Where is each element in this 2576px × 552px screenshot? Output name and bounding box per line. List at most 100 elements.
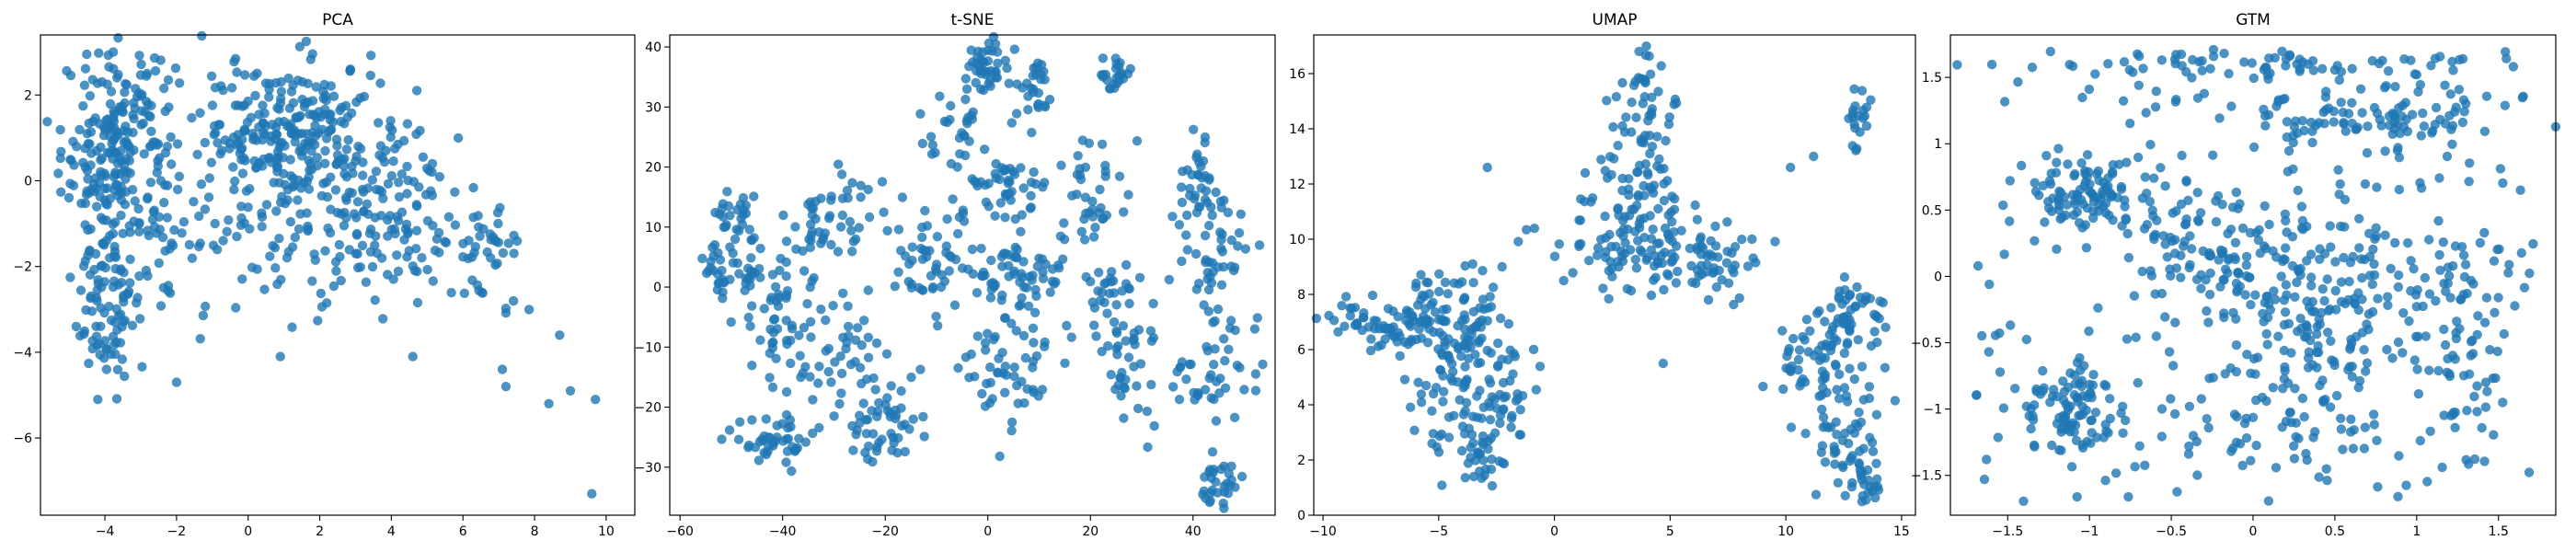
scatter-point xyxy=(125,254,135,264)
scatter-point xyxy=(2368,244,2378,255)
scatter-point xyxy=(2029,440,2040,451)
scatter-point xyxy=(896,385,906,397)
scatter-point xyxy=(1016,226,1026,236)
scatter-point xyxy=(113,310,124,321)
scatter-point xyxy=(2340,126,2351,136)
scatter-point xyxy=(1395,351,1405,362)
scatter-point xyxy=(1862,465,1873,476)
scatter-point xyxy=(160,148,171,158)
scatter-point xyxy=(1219,503,1229,513)
scatter-point xyxy=(2030,400,2040,410)
y-tick-label: 1.5 xyxy=(1922,71,1942,86)
scatter-point xyxy=(1084,138,1095,148)
scatter-point xyxy=(93,395,103,405)
scatter-point xyxy=(2150,229,2161,240)
scatter-point xyxy=(108,282,119,293)
scatter-point xyxy=(1747,234,1757,245)
scatter-point xyxy=(55,187,66,197)
scatter-point xyxy=(2131,332,2141,342)
scatter-point xyxy=(1692,242,1702,252)
scatter-point xyxy=(2140,460,2150,470)
scatter-point xyxy=(2122,157,2132,167)
scatter-point xyxy=(187,253,198,263)
scatter-point xyxy=(2516,247,2526,259)
scatter-point xyxy=(1857,362,1868,372)
scatter-point xyxy=(1730,260,1741,270)
scatter-point xyxy=(2282,117,2293,127)
scatter-point xyxy=(713,269,723,280)
scatter-point xyxy=(1225,316,1236,326)
scatter-point xyxy=(63,192,75,203)
scatter-point xyxy=(1060,358,1070,368)
scatter-point xyxy=(2196,270,2206,280)
scatter-point xyxy=(2116,181,2126,192)
scatter-point xyxy=(1226,461,1236,471)
scatter-point xyxy=(2084,84,2095,95)
scatter-point xyxy=(952,162,962,172)
scatter-point xyxy=(450,187,460,197)
scatter-point xyxy=(2299,125,2309,136)
scatter-point xyxy=(1531,385,1542,395)
scatter-point xyxy=(2444,110,2455,121)
scatter-point xyxy=(145,178,156,188)
scatter-point xyxy=(200,137,210,148)
scatter-point xyxy=(1506,422,1516,432)
scatter-point xyxy=(2130,462,2140,472)
scatter-point xyxy=(402,119,413,129)
scatter-point xyxy=(2158,231,2168,241)
scatter-point xyxy=(174,78,185,88)
scatter-point xyxy=(814,362,824,372)
scatter-point xyxy=(1855,127,1865,137)
scatter-point xyxy=(587,489,597,499)
scatter-point xyxy=(2434,249,2444,260)
scatter-point xyxy=(385,116,396,126)
scatter-point xyxy=(1011,326,1022,336)
scatter-point xyxy=(1110,385,1121,395)
scatter-point xyxy=(91,321,101,331)
scatter-point xyxy=(1845,325,1855,335)
scatter-point xyxy=(1103,340,1113,351)
scatter-point xyxy=(808,395,818,405)
scatter-point xyxy=(2217,200,2227,210)
scatter-point xyxy=(858,398,868,408)
scatter-point xyxy=(2387,353,2398,363)
scatter-point xyxy=(467,275,477,285)
scatter-point xyxy=(2073,397,2083,407)
scatter-point xyxy=(139,149,149,159)
x-tick-label: 0.5 xyxy=(2325,524,2345,539)
scatter-point xyxy=(365,247,376,257)
scatter-point xyxy=(735,417,745,427)
scatter-point xyxy=(767,382,778,393)
scatter-point xyxy=(2480,377,2491,387)
scatter-point xyxy=(1006,195,1016,205)
scatter-point xyxy=(2398,100,2408,111)
x-tick-label: 0 xyxy=(244,524,252,539)
scatter-point xyxy=(224,138,235,148)
scatter-point xyxy=(335,251,345,262)
scatter-point xyxy=(274,234,284,244)
scatter-point xyxy=(786,335,796,346)
scatter-point xyxy=(782,446,793,456)
scatter-point xyxy=(249,71,259,81)
scatter-point xyxy=(930,263,941,274)
scatter-point xyxy=(1485,415,1496,425)
scatter-point xyxy=(1832,385,1842,395)
scatter-point xyxy=(2203,317,2214,328)
scatter-point xyxy=(2069,171,2079,181)
scatter-point xyxy=(1642,167,1652,178)
scatter-point xyxy=(1365,345,1376,356)
scatter-point xyxy=(1474,336,1484,346)
scatter-point xyxy=(1207,210,1217,221)
scatter-point xyxy=(2319,295,2329,306)
scatter-point xyxy=(2357,294,2367,305)
scatter-point xyxy=(728,258,739,268)
scatter-point xyxy=(2047,440,2057,451)
scatter-point xyxy=(980,144,990,155)
scatter-point xyxy=(1438,305,1448,315)
scatter-point xyxy=(2259,316,2269,327)
scatter-point xyxy=(2322,476,2332,486)
scatter-point xyxy=(2205,268,2215,279)
scatter-point xyxy=(523,305,535,315)
scatter-point xyxy=(843,321,854,332)
scatter-point xyxy=(1038,273,1049,283)
